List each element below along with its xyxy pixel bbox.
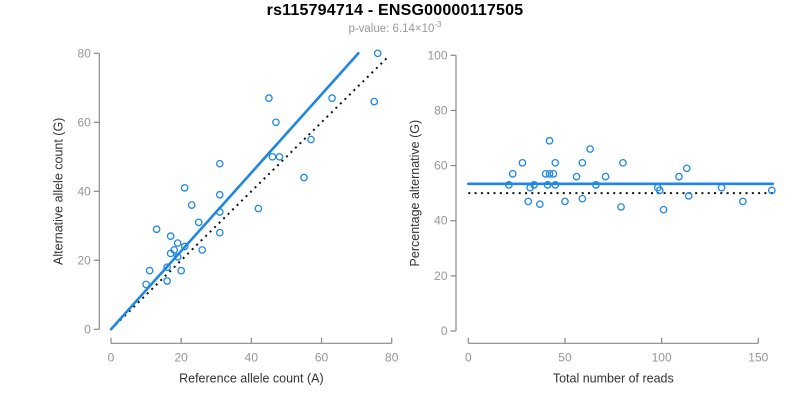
data-point bbox=[561, 197, 569, 206]
x-tick-label: 100 bbox=[652, 350, 672, 364]
x-tick-label: 40 bbox=[245, 350, 259, 364]
data-point bbox=[180, 184, 189, 192]
data-point bbox=[215, 228, 224, 237]
data-point bbox=[578, 194, 587, 203]
data-point bbox=[592, 181, 600, 189]
data-point bbox=[524, 197, 533, 206]
x-tick-label: 80 bbox=[385, 350, 399, 364]
data-point bbox=[684, 192, 693, 200]
data-point bbox=[578, 158, 587, 167]
data-point bbox=[177, 266, 186, 275]
x-tick-label: 60 bbox=[315, 350, 329, 364]
data-point bbox=[586, 145, 594, 153]
y-tick-label: 100 bbox=[427, 48, 447, 62]
data-point bbox=[328, 94, 336, 103]
data-point bbox=[180, 242, 189, 251]
x-axis-title: Reference allele count (A) bbox=[179, 371, 324, 385]
data-point bbox=[215, 208, 224, 216]
data-point bbox=[166, 232, 175, 240]
data-point bbox=[307, 135, 315, 144]
data-point bbox=[170, 246, 179, 254]
data-point bbox=[198, 246, 207, 254]
data-point bbox=[194, 218, 203, 227]
data-point bbox=[682, 164, 691, 173]
data-point bbox=[572, 172, 581, 181]
data-point bbox=[551, 181, 560, 189]
data-point bbox=[767, 186, 776, 195]
pvalue-prefix: p-value: bbox=[348, 23, 393, 35]
data-point bbox=[541, 170, 550, 178]
data-point bbox=[173, 253, 182, 261]
chart-subtitle: p-value: 6.14×10-3 bbox=[5, 20, 785, 35]
data-point bbox=[675, 172, 683, 181]
data-point bbox=[163, 263, 171, 272]
data-point bbox=[717, 183, 726, 192]
y-axis-title: Percentage alternative (G) bbox=[408, 120, 422, 267]
y-tick-label: 0 bbox=[441, 324, 448, 338]
data-point bbox=[543, 181, 552, 189]
data-point bbox=[373, 49, 382, 58]
data-point bbox=[163, 277, 171, 285]
data-point bbox=[549, 170, 558, 178]
data-point bbox=[187, 201, 196, 209]
y-tick-label: 40 bbox=[77, 184, 91, 198]
identity-line bbox=[110, 56, 389, 331]
data-point bbox=[265, 94, 273, 103]
data-point bbox=[619, 158, 627, 167]
x-tick-label: 150 bbox=[748, 350, 768, 364]
data-point bbox=[617, 203, 625, 211]
data-point bbox=[659, 205, 668, 214]
chart-title: rs115794714 - ENSG00000117505 bbox=[266, 2, 524, 19]
data-point bbox=[145, 266, 154, 275]
data-point bbox=[530, 181, 538, 189]
data-point bbox=[508, 170, 517, 178]
y-tick-label: 20 bbox=[77, 253, 91, 267]
fit-line bbox=[109, 51, 360, 331]
x-tick-label: 50 bbox=[558, 350, 572, 364]
data-point bbox=[370, 97, 379, 106]
data-point bbox=[254, 204, 263, 213]
y-tick-label: 80 bbox=[434, 103, 448, 117]
y-tick-label: 0 bbox=[84, 322, 91, 336]
data-point bbox=[505, 181, 513, 189]
y-tick-label: 60 bbox=[77, 115, 91, 129]
data-point bbox=[152, 225, 161, 234]
y-tick-label: 80 bbox=[77, 46, 91, 60]
right-plot-percentage: 0 50 100 150 0 20 40 60 80 100 Total number of rea… bbox=[408, 48, 776, 385]
data-point bbox=[173, 239, 182, 247]
data-point bbox=[215, 190, 224, 199]
y-tick-label: 20 bbox=[434, 269, 448, 283]
pvalue-mantissa: 6.14×10 bbox=[392, 23, 435, 35]
data-point bbox=[142, 280, 150, 289]
data-point bbox=[551, 158, 560, 167]
data-point bbox=[545, 136, 554, 145]
data-point bbox=[518, 158, 527, 167]
y-tick-label: 40 bbox=[434, 214, 448, 228]
data-point bbox=[300, 173, 308, 182]
data-point bbox=[275, 152, 284, 161]
data-point bbox=[545, 170, 554, 178]
data-point bbox=[738, 197, 747, 206]
data-point bbox=[272, 118, 280, 127]
x-axis-title: Total number of reads bbox=[553, 371, 674, 385]
y-axis-title: Alternative allele count (G) bbox=[51, 118, 65, 265]
data-point bbox=[268, 152, 277, 161]
y-tick-label: 60 bbox=[434, 159, 448, 173]
data-point bbox=[535, 200, 544, 209]
x-tick-label: 0 bbox=[108, 350, 115, 364]
x-tick-label: 20 bbox=[175, 350, 189, 364]
x-tick-label: 0 bbox=[465, 350, 472, 364]
data-point bbox=[601, 172, 610, 181]
data-point bbox=[215, 159, 224, 168]
data-point bbox=[655, 186, 664, 195]
left-plot-allele-counts: 0 20 40 60 80 0 20 40 60 80 Reference allele count… bbox=[51, 46, 398, 385]
chart-header: rs115794714 - ENSG00000117505 p-value: 6… bbox=[5, 2, 785, 35]
pvalue-exponent: -3 bbox=[434, 20, 442, 30]
